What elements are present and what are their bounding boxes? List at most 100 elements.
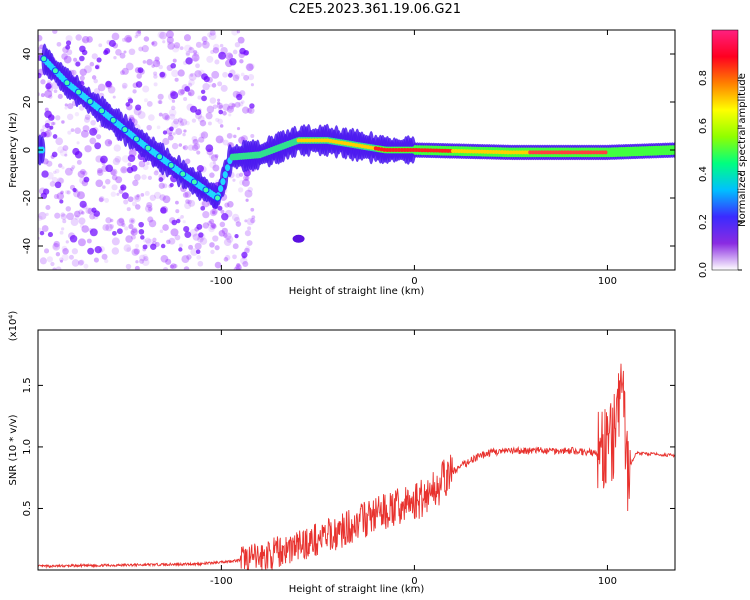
noise-point xyxy=(65,206,72,212)
noise-point xyxy=(237,36,245,44)
noise-point xyxy=(56,41,62,47)
noise-point xyxy=(62,145,69,152)
noise-point xyxy=(192,138,199,145)
noise-point xyxy=(43,188,50,195)
noise-point xyxy=(236,127,241,131)
noise-point xyxy=(158,177,164,182)
noise-point xyxy=(185,57,193,65)
noise-point xyxy=(212,210,216,215)
noise-point xyxy=(235,173,241,179)
y-axis-title: Frequency (Hz) xyxy=(8,112,19,188)
spectral-peak xyxy=(431,148,436,153)
noise-point xyxy=(191,144,199,152)
noise-point xyxy=(211,208,218,216)
noise-point xyxy=(146,161,150,166)
spectral-peak xyxy=(420,148,425,153)
noise-point xyxy=(59,148,68,157)
spectral-peak xyxy=(477,149,482,154)
spectral-peak xyxy=(132,135,140,143)
spectral-peak xyxy=(109,116,117,124)
noise-point xyxy=(52,121,56,126)
noise-point xyxy=(234,216,241,223)
noise-point xyxy=(237,187,244,193)
noise-point xyxy=(199,119,207,127)
noise-point xyxy=(208,225,215,233)
noise-point xyxy=(190,73,194,77)
noise-point xyxy=(158,100,163,105)
noise-point xyxy=(162,40,166,44)
noise-point xyxy=(175,200,179,205)
spectral-peak xyxy=(156,153,164,161)
noise-point xyxy=(218,109,224,115)
spectral-peak xyxy=(437,148,442,153)
noise-point xyxy=(182,191,189,198)
noise-point xyxy=(191,53,200,62)
noise-point xyxy=(159,71,166,78)
noise-point xyxy=(162,183,168,189)
noise-point xyxy=(78,259,85,265)
noise-point xyxy=(95,65,100,70)
noise-point xyxy=(235,264,242,270)
noise-point xyxy=(137,30,142,34)
noise-point xyxy=(104,48,111,55)
noise-point xyxy=(113,55,117,60)
noise-point xyxy=(194,242,202,250)
noise-point xyxy=(44,122,50,129)
noise-point xyxy=(79,45,86,53)
noise-point xyxy=(169,113,176,120)
noise-point xyxy=(85,207,92,214)
noise-point xyxy=(222,71,229,78)
spectral-peak xyxy=(597,150,602,155)
noise-point xyxy=(162,137,170,146)
noise-point xyxy=(188,47,195,54)
spectral-peak xyxy=(411,148,416,152)
noise-point xyxy=(199,237,208,245)
spectral-peak xyxy=(446,148,451,153)
noise-point xyxy=(142,244,148,250)
noise-point xyxy=(160,207,167,214)
noise-point xyxy=(112,157,120,166)
noise-point xyxy=(183,34,192,42)
noise-point xyxy=(59,259,63,263)
noise-point xyxy=(209,30,216,36)
spectral-peak xyxy=(514,150,519,155)
noise-point xyxy=(219,43,224,48)
noise-point xyxy=(236,262,241,268)
noise-point xyxy=(109,224,115,229)
noise-point xyxy=(138,221,144,228)
spectral-peak xyxy=(565,150,570,155)
noise-point xyxy=(153,71,158,76)
noise-point xyxy=(228,113,232,117)
noise-point xyxy=(152,237,157,242)
noise-point xyxy=(38,211,47,220)
noise-point xyxy=(93,88,101,95)
spectral-peak xyxy=(531,150,536,155)
noise-point xyxy=(150,243,157,250)
noise-point xyxy=(177,117,183,123)
spectral-peak xyxy=(520,150,525,155)
noise-point xyxy=(197,260,204,267)
spectral-peak xyxy=(456,149,461,154)
noise-point xyxy=(185,120,190,126)
noise-point xyxy=(187,199,192,205)
noise-point xyxy=(50,261,55,267)
noise-point xyxy=(226,133,233,139)
noise-point xyxy=(116,218,125,227)
noise-point xyxy=(240,72,245,77)
noise-point xyxy=(184,202,192,210)
noise-point xyxy=(125,235,133,243)
noise-point xyxy=(177,69,185,77)
noise-point xyxy=(55,251,61,257)
noise-point xyxy=(77,238,86,247)
spectral-peak xyxy=(562,150,567,155)
x-axis-title: Height of straight line (km) xyxy=(289,286,425,297)
noise-point xyxy=(64,190,69,195)
spectral-peak xyxy=(511,150,516,155)
noise-point xyxy=(142,164,149,171)
noise-point xyxy=(176,218,181,224)
noise-point xyxy=(234,233,239,239)
noise-point xyxy=(53,170,57,175)
noise-point xyxy=(40,93,45,98)
noise-point xyxy=(189,46,193,51)
noise-point xyxy=(81,35,90,44)
